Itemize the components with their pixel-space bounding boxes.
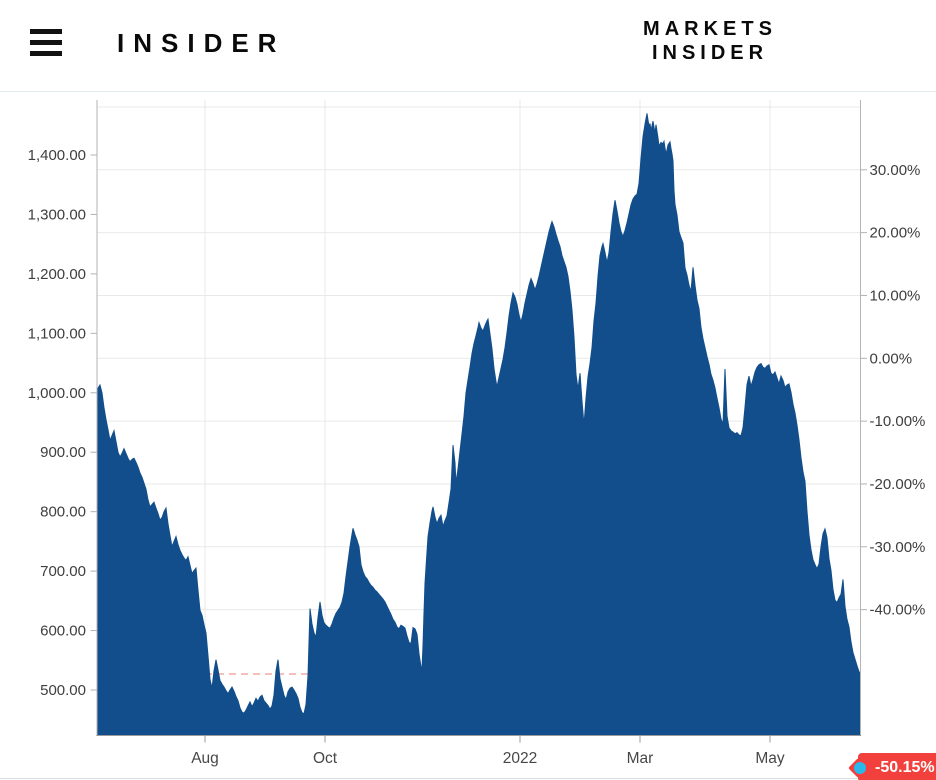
x-axis-label: Aug bbox=[191, 750, 219, 767]
right-axis-label: -40.00% bbox=[870, 602, 926, 619]
x-axis-label: May bbox=[755, 750, 785, 767]
right-axis-label: -10.00% bbox=[870, 413, 926, 430]
left-axis-label: 1,100.00 bbox=[28, 325, 86, 342]
right-axis-label: 20.00% bbox=[870, 225, 921, 242]
x-axis-label: Oct bbox=[313, 750, 338, 767]
markets-insider-logo-line2: INSIDER bbox=[651, 42, 769, 64]
bottom-divider bbox=[0, 778, 936, 779]
site-header: INSIDER MARKETS INSIDER bbox=[0, 0, 936, 92]
current-price-dot bbox=[854, 761, 866, 774]
right-axis-label: 0.00% bbox=[870, 350, 913, 367]
hamburger-icon bbox=[30, 51, 62, 56]
badge-label: -50.15% bbox=[858, 753, 936, 780]
right-axis-label: -30.00% bbox=[870, 539, 926, 556]
x-axis-label: Mar bbox=[627, 750, 654, 767]
right-axis-label: 30.00% bbox=[870, 162, 921, 179]
left-axis-label: 1,200.00 bbox=[28, 266, 86, 283]
left-axis-label: 900.00 bbox=[40, 444, 86, 461]
left-axis-label: 500.00 bbox=[40, 682, 86, 699]
price-chart[interactable]: 1,400.00 1,300.00 1,200.00 1,100.00 1,000.00… bbox=[0, 92, 936, 780]
price-chart-canvas[interactable]: 1,400.00 1,300.00 1,200.00 1,100.00 1,000.00… bbox=[0, 92, 936, 780]
markets-insider-logo[interactable]: MARKETS INSIDER bbox=[600, 17, 820, 65]
left-axis-label: 600.00 bbox=[40, 623, 86, 640]
insider-logo[interactable]: INSIDER bbox=[117, 28, 286, 58]
hamburger-icon bbox=[30, 29, 62, 34]
markets-insider-logo-line1: MARKETS bbox=[643, 18, 777, 40]
menu-button[interactable] bbox=[30, 29, 62, 56]
left-axis-label: 800.00 bbox=[40, 504, 86, 521]
hamburger-icon bbox=[30, 40, 62, 45]
left-axis-label: 1,400.00 bbox=[28, 147, 86, 164]
left-axis-label: 1,000.00 bbox=[28, 385, 86, 402]
right-axis-label: -20.00% bbox=[870, 476, 926, 493]
x-axis-label: 2022 bbox=[503, 750, 537, 767]
left-axis-label: 700.00 bbox=[40, 563, 86, 580]
price-area-series bbox=[96, 113, 861, 736]
left-axis-label: 1,300.00 bbox=[28, 206, 86, 223]
right-axis-label: 10.00% bbox=[870, 287, 921, 304]
